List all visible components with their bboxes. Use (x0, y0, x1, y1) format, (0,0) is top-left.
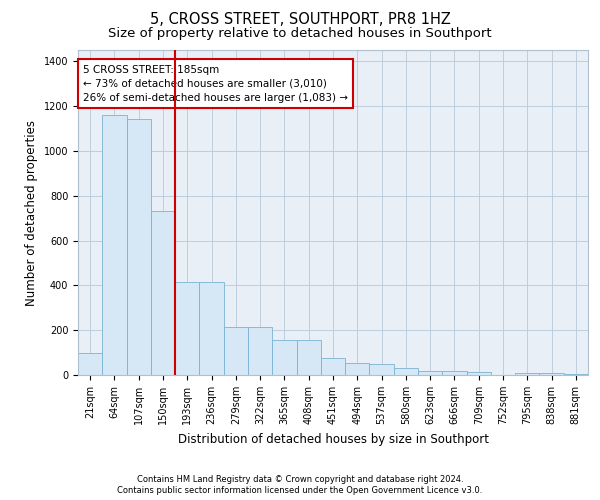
Bar (564, 374, 588, 375)
Bar (515, 373, 539, 375)
Bar (370, 364, 394, 375)
Bar (224, 327, 248, 375)
Text: Contains HM Land Registry data © Crown copyright and database right 2024.: Contains HM Land Registry data © Crown c… (137, 475, 463, 484)
Bar (151, 212, 175, 375)
Bar (127, 120, 151, 375)
Bar (296, 340, 321, 375)
Text: 5, CROSS STREET, SOUTHPORT, PR8 1HZ: 5, CROSS STREET, SOUTHPORT, PR8 1HZ (149, 12, 451, 28)
Bar (272, 340, 296, 375)
Bar (418, 370, 442, 375)
Bar (102, 115, 127, 375)
Text: Size of property relative to detached houses in Southport: Size of property relative to detached ho… (108, 28, 492, 40)
Bar (467, 372, 491, 375)
Bar (345, 362, 370, 375)
X-axis label: Distribution of detached houses by size in Southport: Distribution of detached houses by size … (178, 432, 488, 446)
Bar (175, 282, 199, 375)
Text: Contains public sector information licensed under the Open Government Licence v3: Contains public sector information licen… (118, 486, 482, 495)
Bar (248, 327, 272, 375)
Bar (539, 373, 564, 375)
Bar (199, 282, 224, 375)
Bar (442, 370, 467, 375)
Y-axis label: Number of detached properties: Number of detached properties (25, 120, 38, 306)
Bar (321, 358, 345, 375)
Bar (78, 352, 102, 375)
Bar (394, 368, 418, 375)
Text: 5 CROSS STREET: 185sqm
← 73% of detached houses are smaller (3,010)
26% of semi-: 5 CROSS STREET: 185sqm ← 73% of detached… (83, 64, 348, 102)
